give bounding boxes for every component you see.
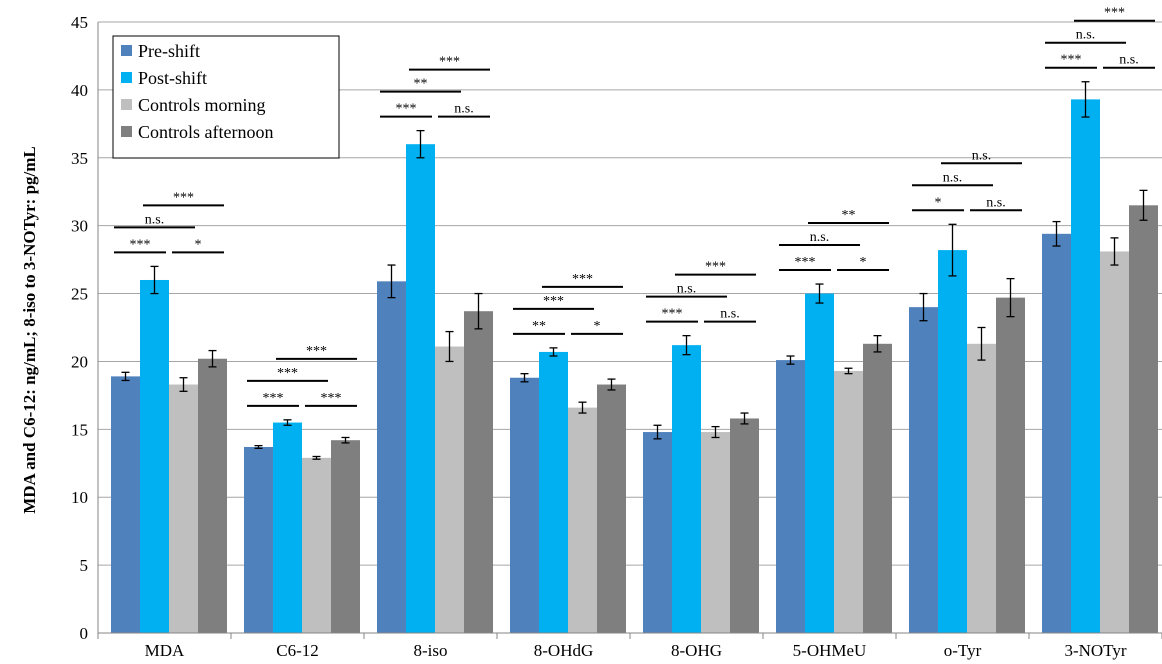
bars bbox=[111, 99, 1158, 634]
significance-label: *** bbox=[173, 190, 194, 205]
significance-label: *** bbox=[1104, 6, 1125, 21]
significance-label: n.s. bbox=[677, 282, 696, 297]
significance-label: *** bbox=[795, 255, 816, 270]
bar bbox=[331, 440, 360, 633]
bar bbox=[672, 345, 701, 633]
significance-label: *** bbox=[263, 391, 284, 406]
legend-label: Pre-shift bbox=[138, 41, 200, 61]
significance-label: n.s. bbox=[720, 307, 739, 322]
y-tick-label: 45 bbox=[71, 13, 88, 32]
significance-label: *** bbox=[321, 391, 342, 406]
bar bbox=[730, 418, 759, 633]
y-tick-label: 30 bbox=[71, 217, 88, 236]
y-tick-label: 25 bbox=[71, 285, 88, 304]
bar bbox=[273, 422, 302, 633]
significance-label: ** bbox=[414, 77, 428, 92]
x-tick-label: 5-OHMeU bbox=[793, 641, 867, 660]
legend-swatch bbox=[121, 45, 132, 56]
significance-label: ** bbox=[842, 208, 856, 223]
bar bbox=[701, 432, 730, 633]
bar bbox=[805, 293, 834, 633]
significance-label: n.s. bbox=[145, 212, 164, 227]
bar bbox=[967, 343, 996, 633]
axes: 0 5 10 15 20 25 30 35 40 45 MDA C6-12 8-iso 8-OHdG 8-O… bbox=[71, 13, 1162, 660]
x-tick-label: 3-NOTyr bbox=[1064, 641, 1126, 660]
bar bbox=[597, 384, 626, 633]
x-tick-label: MDA bbox=[145, 641, 185, 660]
bar bbox=[302, 457, 331, 633]
bar bbox=[1071, 99, 1100, 634]
significance-label: n.s. bbox=[1119, 53, 1138, 68]
y-axis-title: MDA and C6-12: ng/mL; 8-iso to 3-NOTyr: … bbox=[20, 146, 39, 514]
y-tick-label: 0 bbox=[80, 624, 89, 643]
significance-label: * bbox=[860, 255, 867, 270]
bar bbox=[539, 351, 568, 633]
bar bbox=[996, 297, 1025, 633]
significance-label: *** bbox=[277, 366, 298, 381]
bar bbox=[834, 370, 863, 633]
significance-label: * bbox=[195, 237, 202, 252]
legend: Pre-shift Post-shift Controls morning Contr… bbox=[112, 35, 340, 159]
significance-label: n.s. bbox=[943, 170, 962, 185]
bar bbox=[776, 360, 805, 633]
x-tick-label: 8-OHdG bbox=[534, 641, 594, 660]
bar bbox=[863, 343, 892, 633]
error-bars bbox=[121, 81, 1148, 460]
legend-box bbox=[112, 35, 340, 159]
bar bbox=[1129, 205, 1158, 634]
bar bbox=[643, 432, 672, 633]
bar bbox=[169, 384, 198, 633]
bar bbox=[568, 407, 597, 633]
legend-label: Controls morning bbox=[138, 95, 266, 115]
x-tick-label: C6-12 bbox=[276, 641, 319, 660]
significance-label: * bbox=[594, 319, 601, 334]
significance-label: * bbox=[935, 195, 942, 210]
significance-label: ** bbox=[532, 319, 546, 334]
legend-label: Controls afternoon bbox=[138, 122, 273, 142]
significance-label: *** bbox=[439, 55, 460, 70]
y-tick-label: 5 bbox=[80, 556, 89, 575]
significance-annotations: ***n.s.************************n.s.*****… bbox=[114, 6, 1155, 407]
significance-label: *** bbox=[396, 102, 417, 117]
bar bbox=[377, 281, 406, 633]
bar bbox=[1042, 233, 1071, 633]
legend-swatch bbox=[121, 72, 132, 83]
significance-label: n.s. bbox=[972, 148, 991, 163]
bar bbox=[406, 144, 435, 633]
significance-label: n.s. bbox=[810, 230, 829, 245]
y-tick-label: 40 bbox=[71, 81, 88, 100]
x-tick-label: o-Tyr bbox=[944, 641, 982, 660]
significance-label: *** bbox=[543, 294, 564, 309]
significance-label: *** bbox=[705, 260, 726, 275]
y-tick-label: 35 bbox=[71, 149, 88, 168]
x-tick-label: 8-iso bbox=[414, 641, 448, 660]
significance-label: *** bbox=[130, 237, 151, 252]
bar bbox=[111, 376, 140, 633]
x-tick-label: 8-OHG bbox=[671, 641, 722, 660]
bar bbox=[140, 279, 169, 633]
significance-label: *** bbox=[1061, 53, 1082, 68]
bar bbox=[244, 446, 273, 633]
bar bbox=[909, 307, 938, 633]
legend-label: Post-shift bbox=[138, 68, 207, 88]
significance-label: *** bbox=[306, 344, 327, 359]
bar bbox=[510, 377, 539, 633]
significance-label: *** bbox=[662, 307, 683, 322]
y-tick-label: 10 bbox=[71, 488, 88, 507]
significance-label: n.s. bbox=[986, 195, 1005, 210]
bar bbox=[938, 250, 967, 633]
significance-label: *** bbox=[572, 272, 593, 287]
bar bbox=[198, 358, 227, 633]
y-tick-label: 15 bbox=[71, 420, 88, 439]
significance-label: n.s. bbox=[1076, 28, 1095, 43]
bar bbox=[1100, 251, 1129, 633]
bar bbox=[464, 311, 493, 633]
significance-label: n.s. bbox=[454, 102, 473, 117]
legend-swatch bbox=[121, 99, 132, 110]
legend-swatch bbox=[121, 126, 132, 137]
y-tick-label: 20 bbox=[71, 352, 88, 371]
bar bbox=[435, 346, 464, 633]
